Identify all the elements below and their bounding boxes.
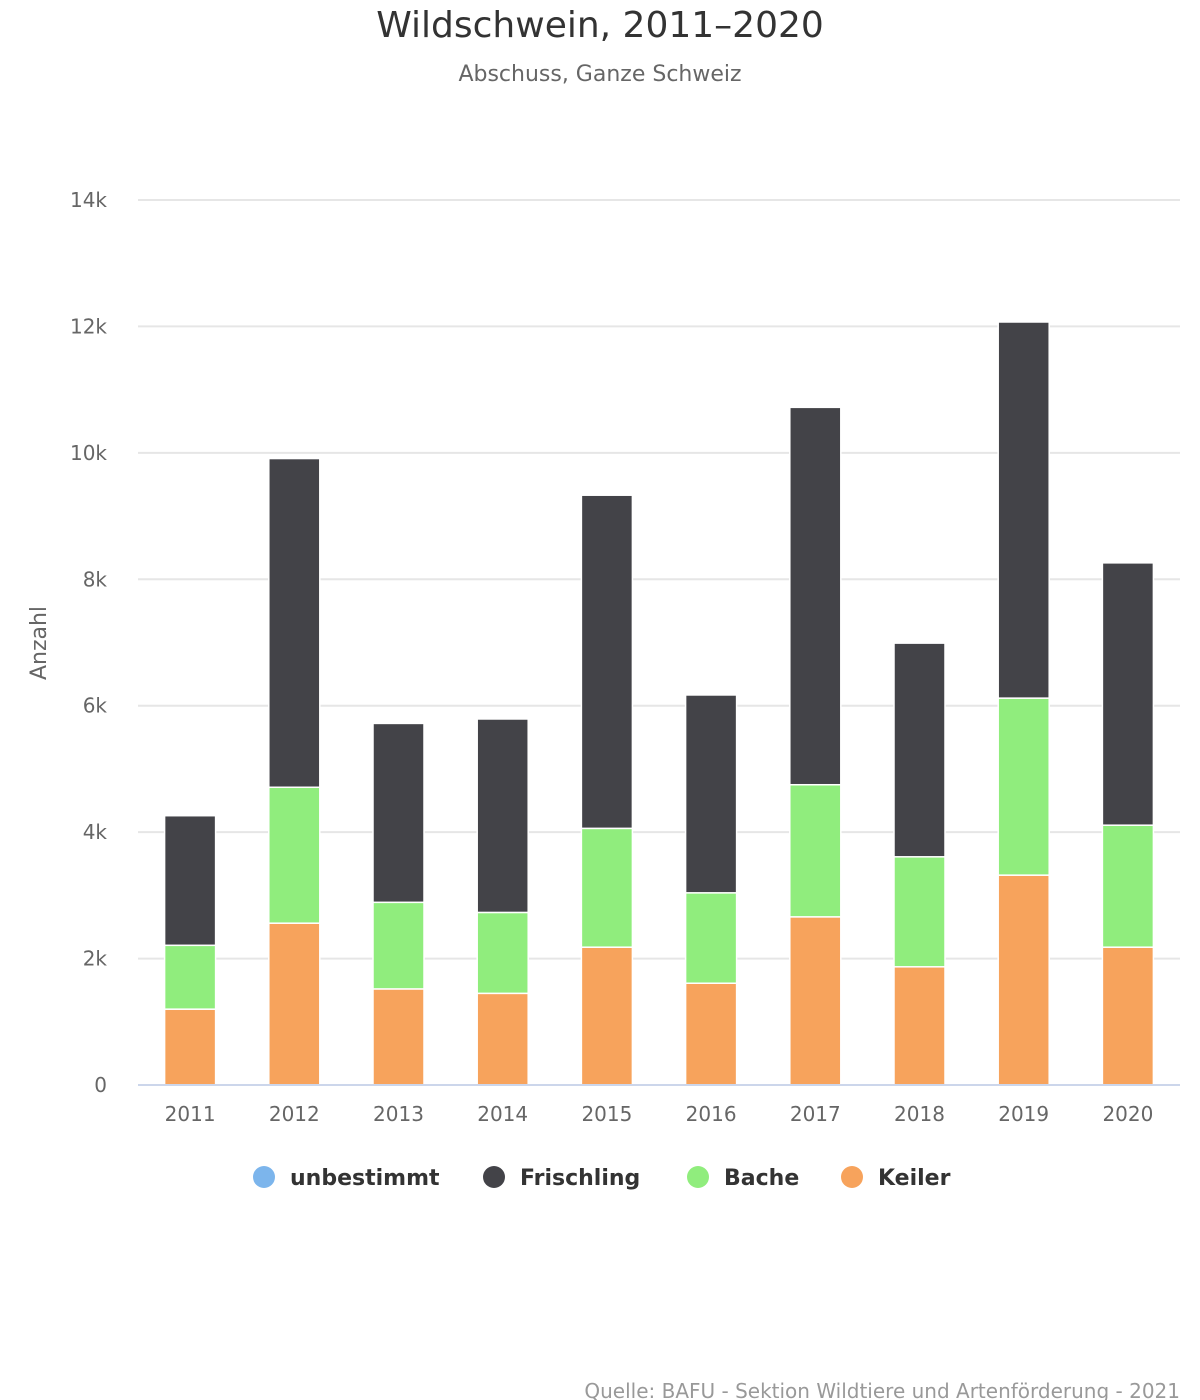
y-tick-label: 10k <box>70 441 107 465</box>
bar-bache-2019[interactable] <box>997 697 1050 876</box>
y-axis-title: Anzahl <box>27 606 52 680</box>
bar-bache-2020[interactable] <box>1101 824 1155 948</box>
y-tick-label: 14k <box>70 188 107 212</box>
x-tick-label: 2019 <box>998 1102 1049 1126</box>
bar-frischling-2018[interactable] <box>893 642 946 858</box>
bar-keiler-2017[interactable] <box>789 916 842 1086</box>
bar-frischling-2015[interactable] <box>580 494 634 830</box>
bar-bache-2012[interactable] <box>268 786 321 924</box>
x-tick-label: 2020 <box>1102 1102 1153 1126</box>
x-tick-label: 2011 <box>165 1102 216 1126</box>
bar-keiler-2011[interactable] <box>163 1008 217 1086</box>
y-axis: 0 2k 4k 6k 8k 10k 12k 14k <box>70 188 107 1097</box>
bar-keiler-2016[interactable] <box>684 982 738 1086</box>
y-tick-label: 8k <box>83 567 108 591</box>
bar-bache-2013[interactable] <box>372 901 425 990</box>
legend-symbol <box>253 1166 275 1188</box>
x-axis: 2011 2012 2013 2014 2015 2016 2017 2018 2019 2020 <box>138 1084 1180 1126</box>
bar-frischling-2012[interactable] <box>268 457 321 789</box>
bar-frischling-2019[interactable] <box>997 321 1050 699</box>
legend-symbol <box>687 1166 709 1188</box>
bar-bache-2015[interactable] <box>580 827 634 948</box>
legend-label: Bache <box>724 1166 799 1191</box>
bar-frischling-2014[interactable] <box>476 718 529 914</box>
credits[interactable]: Quelle: BAFU - Sektion Wildtiere und Art… <box>584 1379 1180 1400</box>
y-tick-label: 6k <box>83 694 108 718</box>
bar-keiler-2015[interactable] <box>580 946 634 1086</box>
x-tick-label: 2018 <box>894 1102 945 1126</box>
legend[interactable]: unbestimmt Frischling Bache Keiler <box>253 1166 951 1191</box>
bar-keiler-2020[interactable] <box>1101 946 1155 1086</box>
bar-keiler-2018[interactable] <box>893 966 946 1086</box>
bar-bache-2014[interactable] <box>476 911 529 995</box>
bar-frischling-2013[interactable] <box>372 722 425 904</box>
legend-label: Keiler <box>878 1166 951 1191</box>
chart-subtitle: Abschuss, Ganze Schweiz <box>458 62 741 87</box>
bar-bache-2018[interactable] <box>893 856 946 968</box>
x-tick-label: 2013 <box>373 1102 424 1126</box>
bar-frischling-2017[interactable] <box>789 406 842 786</box>
bar-keiler-2014[interactable] <box>476 992 529 1086</box>
x-tick-label: 2014 <box>477 1102 528 1126</box>
y-tick-label: 0 <box>94 1073 107 1097</box>
x-tick-label: 2017 <box>790 1102 841 1126</box>
legend-symbol <box>483 1166 505 1188</box>
x-tick-label: 2015 <box>581 1102 632 1126</box>
bar-bache-2017[interactable] <box>789 783 842 918</box>
bar-frischling-2016[interactable] <box>684 694 738 894</box>
bar-keiler-2012[interactable] <box>268 922 321 1086</box>
legend-item-unbestimmt[interactable]: unbestimmt <box>253 1166 440 1191</box>
legend-item-bache[interactable]: Bache <box>687 1166 799 1191</box>
legend-item-keiler[interactable]: Keiler <box>841 1166 951 1191</box>
legend-symbol <box>841 1166 863 1188</box>
x-tick-label: 2016 <box>686 1102 737 1126</box>
chart-title: Wildschwein, 2011–2020 <box>376 5 824 46</box>
bar-keiler-2013[interactable] <box>372 988 425 1086</box>
bar-bache-2016[interactable] <box>684 892 738 984</box>
x-tick-label: 2012 <box>269 1102 320 1126</box>
bars[interactable] <box>163 321 1155 1086</box>
y-tick-label: 4k <box>83 820 108 844</box>
y-tick-label: 12k <box>70 314 107 338</box>
bar-frischling-2011[interactable] <box>163 814 217 947</box>
y-tick-label: 2k <box>83 947 108 971</box>
bar-frischling-2020[interactable] <box>1101 562 1155 826</box>
legend-label: Frischling <box>520 1166 640 1191</box>
legend-label: unbestimmt <box>290 1166 440 1191</box>
bar-bache-2011[interactable] <box>163 944 217 1010</box>
bar-keiler-2019[interactable] <box>997 874 1050 1086</box>
legend-item-frischling[interactable]: Frischling <box>483 1166 640 1191</box>
